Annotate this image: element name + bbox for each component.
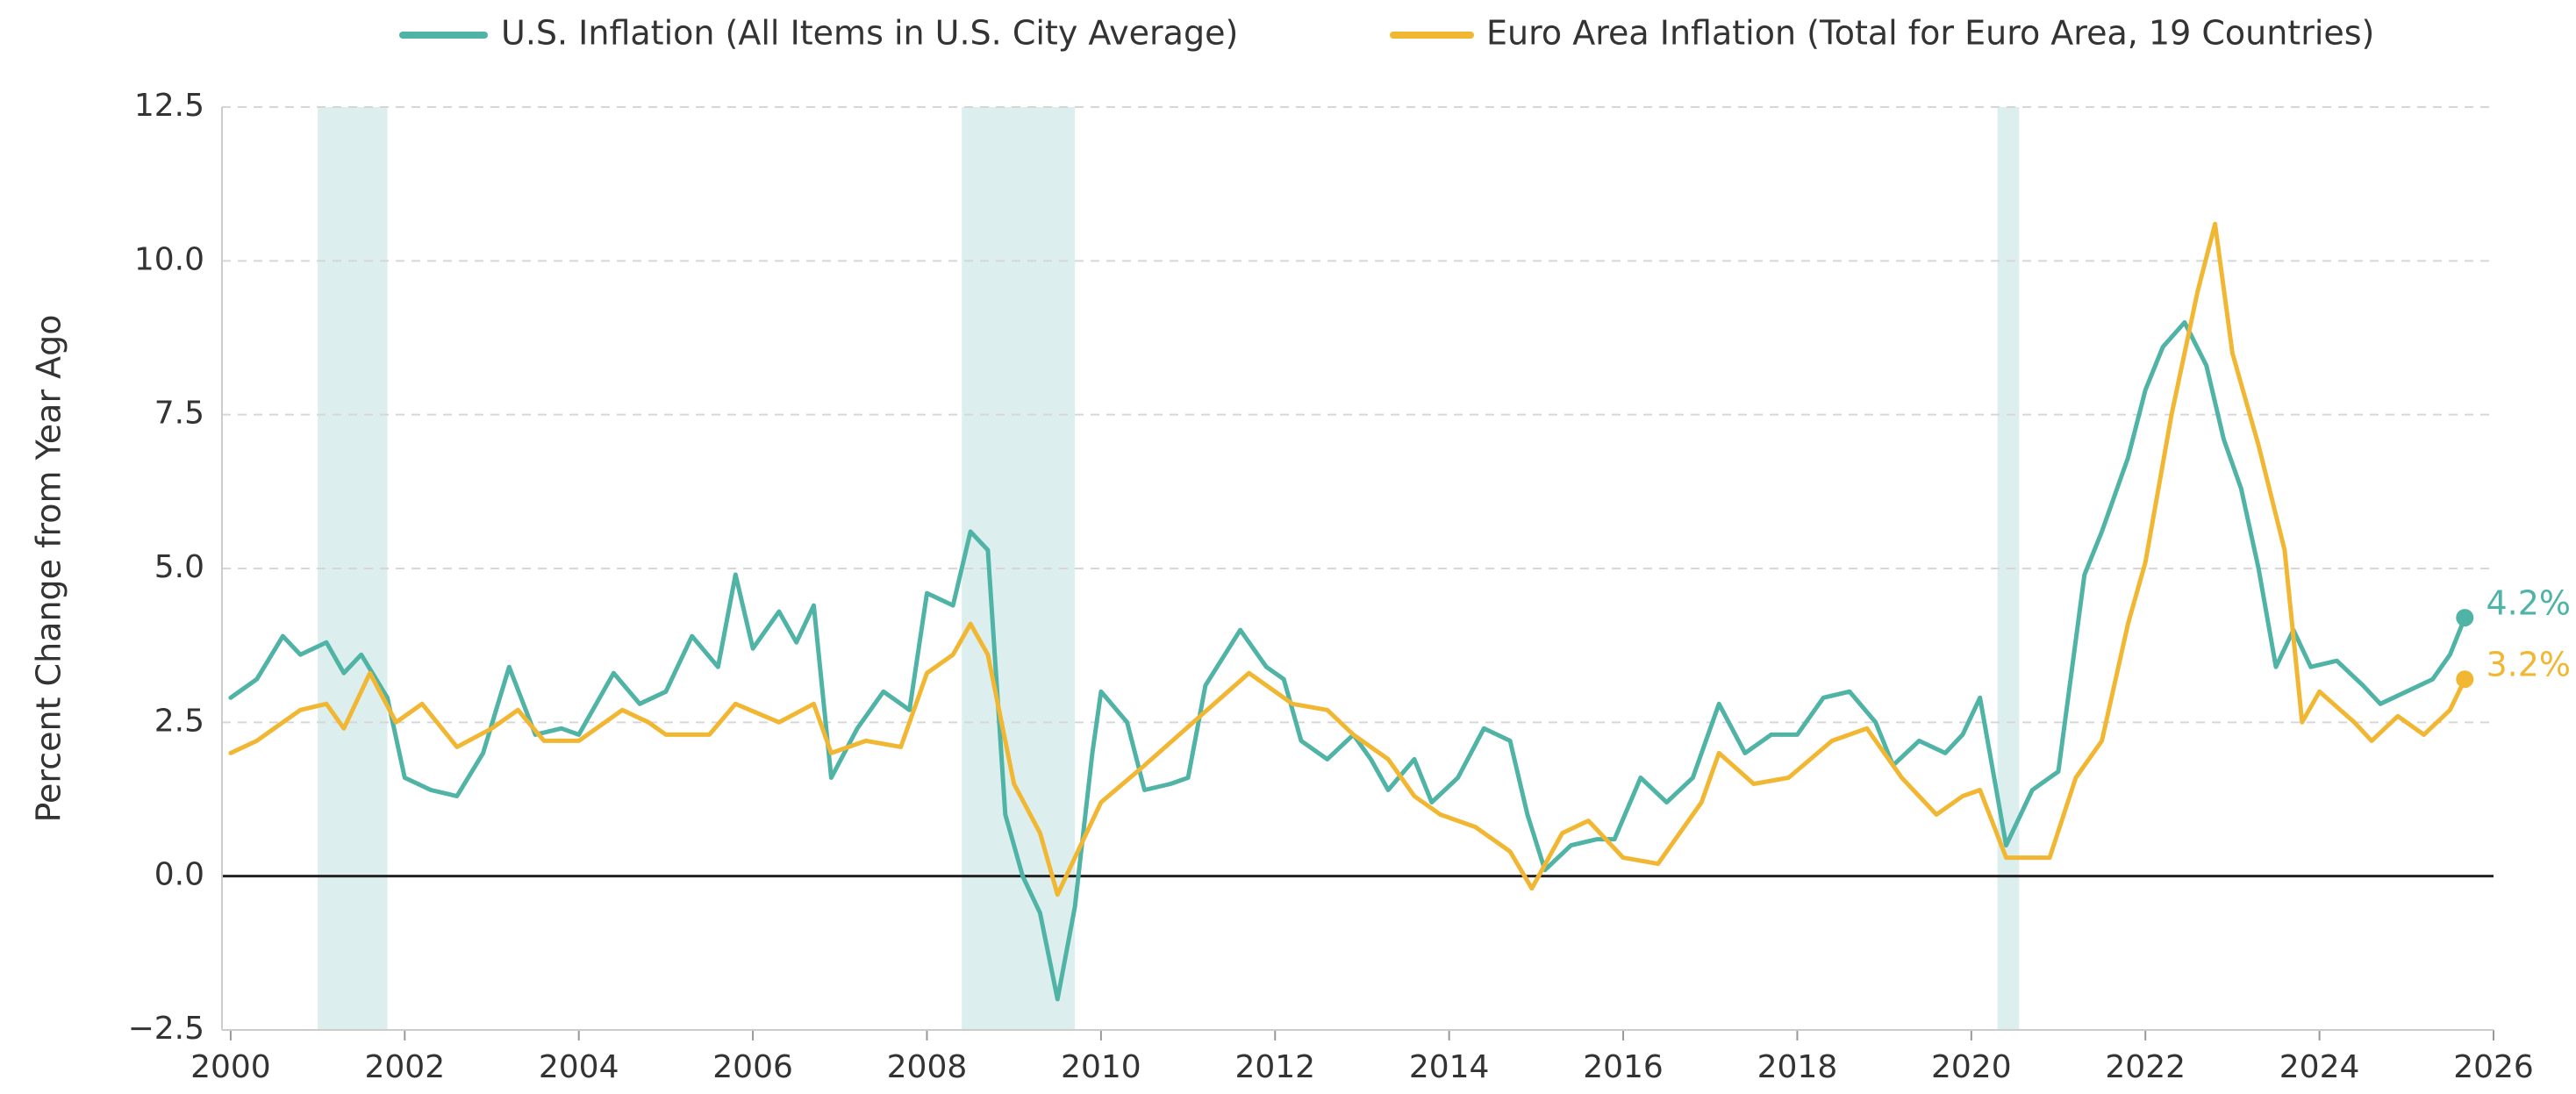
x-tick-label: 2006 — [712, 1049, 793, 1085]
y-axis-title: Percent Change from Year Ago — [30, 314, 68, 822]
x-tick-label: 2022 — [2105, 1049, 2186, 1085]
x-tick-label: 2002 — [364, 1049, 445, 1085]
x-tick-label: 2010 — [1061, 1049, 1141, 1085]
x-tick-label: 2018 — [1757, 1049, 1838, 1085]
grid-layer — [222, 106, 2494, 1040]
end-point — [2456, 670, 2474, 689]
y-tick-label: 5.0 — [154, 549, 204, 585]
x-tick-label: 2014 — [1409, 1049, 1490, 1085]
x-tick-label: 2000 — [190, 1049, 271, 1085]
series-layer — [228, 221, 2474, 1002]
y-tick-label: 2.5 — [154, 703, 204, 739]
series-line — [228, 221, 2467, 897]
x-tick-label: 2004 — [539, 1049, 619, 1085]
series-line — [228, 320, 2467, 1002]
x-tick-label: 2008 — [887, 1049, 968, 1085]
y-tick-label: 10.0 — [134, 241, 204, 277]
x-tick-label: 2012 — [1234, 1049, 1315, 1085]
end-label: 3.2% — [2486, 646, 2571, 684]
x-tick-label: 2026 — [2453, 1049, 2534, 1085]
legend-label: U.S. Inflation (All Items in U.S. City A… — [501, 14, 1238, 53]
legend-label: Euro Area Inflation (Total for Euro Area… — [1486, 14, 2374, 53]
x-tick-label: 2024 — [2279, 1049, 2360, 1085]
end-point — [2456, 609, 2474, 627]
end-label: 4.2% — [2486, 584, 2571, 623]
y-tick-label: 7.5 — [154, 396, 204, 432]
y-tick-label: 12.5 — [134, 88, 204, 124]
y-tick-label: −2.5 — [128, 1011, 204, 1047]
x-tick-label: 2016 — [1583, 1049, 1664, 1085]
y-tick-label: 0.0 — [154, 857, 204, 893]
x-tick-label: 2020 — [1931, 1049, 2012, 1085]
label-layer: −2.5 0.0 2.5 5.0 7.5 10.0 12.5 2000 2002 2004 2006… — [128, 14, 2571, 1086]
